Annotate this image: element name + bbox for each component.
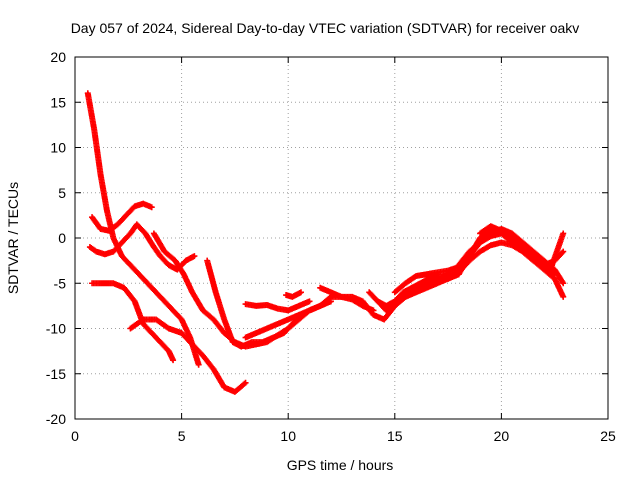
x-tick-label: 20	[494, 428, 510, 444]
data-series-arc-9	[242, 298, 313, 314]
data-point	[191, 253, 198, 260]
data-point	[297, 289, 304, 296]
x-tick-label: 25	[600, 428, 616, 444]
x-tick-label: 15	[387, 428, 403, 444]
axis-ticks: 0 5 10 15 20 25 -20 -15 -10 -5 0 5 10 15 20	[46, 49, 616, 444]
data-point	[242, 379, 249, 386]
y-axis-label: SDTVAR / TECUs	[5, 182, 21, 294]
x-tick-label: 0	[71, 428, 79, 444]
y-tick-label: -10	[46, 321, 66, 337]
data-point	[560, 248, 567, 255]
data-series-arc-17	[477, 223, 558, 278]
y-tick-label: -5	[54, 275, 67, 291]
data-series	[84, 90, 567, 395]
data-series-arc-2	[86, 221, 198, 273]
data-series-arc-4	[89, 280, 177, 364]
data-point	[550, 270, 557, 277]
data-point	[148, 204, 155, 211]
data-series-arc-10	[283, 289, 304, 300]
data-point	[306, 298, 313, 305]
data-point	[560, 280, 567, 287]
data-point	[195, 361, 202, 368]
x-tick-label: 10	[280, 428, 296, 444]
y-tick-label: 15	[50, 94, 66, 110]
x-axis-label: GPS time / hours	[287, 457, 394, 473]
data-series-arc-1	[84, 90, 202, 368]
y-tick-label: 5	[58, 185, 66, 201]
data-series-arc-12	[366, 271, 441, 314]
data-point	[560, 293, 567, 300]
y-tick-label: -15	[46, 366, 66, 382]
y-tick-label: 0	[58, 230, 66, 246]
x-tick-label: 5	[178, 428, 186, 444]
data-point	[559, 249, 566, 256]
data-series-arc-3	[89, 200, 155, 234]
y-tick-label: 10	[50, 140, 66, 156]
data-point	[170, 357, 177, 364]
chart-title: Day 057 of 2024, Sidereal Day-to-day VTE…	[71, 20, 580, 36]
data-point	[551, 271, 558, 278]
y-tick-label: -20	[46, 411, 66, 427]
data-series-arc-5	[127, 316, 249, 395]
data-point	[241, 380, 248, 387]
data-point	[560, 230, 567, 237]
y-tick-label: 20	[50, 49, 66, 65]
